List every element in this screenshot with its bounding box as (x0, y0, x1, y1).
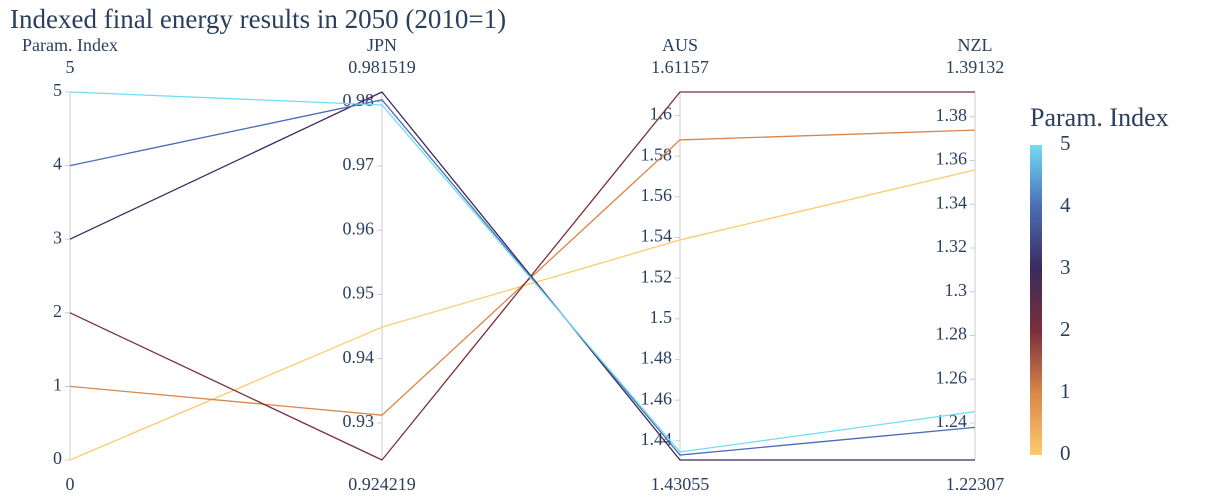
tick-label: 0.93 (343, 411, 375, 431)
tick-label: 0.94 (343, 347, 375, 367)
range-min-label: 0.924219 (348, 474, 416, 494)
colorbar-tick-label: 1 (1060, 379, 1071, 403)
tick-label: 5 (53, 80, 62, 100)
tick-label: 1.46 (641, 388, 673, 408)
range-max-label: 1.39132 (946, 57, 1005, 77)
tick-label: 1.48 (641, 348, 673, 368)
tick-label: 1.56 (641, 185, 673, 205)
tick-label: 0.97 (343, 154, 375, 174)
colorbar-title: Param. Index (1030, 103, 1169, 132)
tick-label: 0.95 (343, 283, 375, 303)
tick-label: 1.5 (650, 307, 673, 327)
tick-label: 0.96 (343, 218, 375, 238)
range-max-label: 1.61157 (651, 57, 709, 77)
tick-label: 1.54 (641, 226, 673, 246)
axis-title: Param. Index (22, 35, 118, 55)
data-line (69, 91, 975, 461)
range-min-label: 0 (66, 474, 75, 494)
tick-label: 1.58 (641, 144, 673, 164)
range-min-label: 1.22307 (946, 474, 1005, 494)
tick-label: 1.34 (936, 192, 968, 212)
colorbar-tick-label: 2 (1060, 317, 1071, 341)
range-min-label: 1.43055 (651, 474, 710, 494)
tick-label: 3 (53, 227, 62, 247)
range-max-label: 0.981519 (348, 57, 416, 77)
data-line (69, 169, 976, 461)
tick-label: 1.3 (945, 280, 968, 300)
tick-label: 1.38 (936, 105, 968, 125)
tick-label: 1.32 (936, 236, 968, 256)
colorbar-tick-label: 4 (1060, 193, 1071, 217)
colorbar (1030, 145, 1042, 455)
colorbar-tick-label: 5 (1060, 131, 1071, 155)
tick-label: 2 (53, 301, 62, 321)
tick-label: 1.28 (936, 324, 968, 344)
axis-title: JPN (367, 35, 397, 55)
chart-title: Indexed final energy results in 2050 (20… (10, 4, 506, 34)
colorbar-tick-label: 0 (1060, 441, 1071, 465)
tick-label: 0 (53, 448, 62, 468)
tick-label: 4 (53, 154, 62, 174)
range-max-label: 5 (66, 57, 75, 77)
axis-title: NZL (958, 35, 993, 55)
data-line (69, 129, 976, 416)
tick-label: 1.52 (641, 266, 673, 286)
colorbar-tick-label: 3 (1060, 255, 1071, 279)
tick-label: 1.26 (936, 367, 968, 387)
data-line (69, 91, 975, 461)
tick-label: 1 (53, 375, 62, 395)
data-line (69, 91, 976, 453)
tick-label: 1.36 (936, 149, 968, 169)
axis-title: AUS (662, 35, 698, 55)
data-line (69, 99, 976, 456)
